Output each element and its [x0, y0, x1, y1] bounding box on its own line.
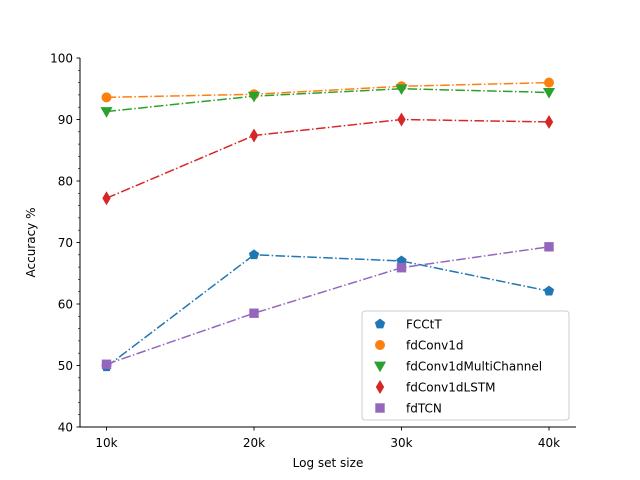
plot-area [100, 77, 556, 372]
y-tick-label: 50 [58, 359, 73, 373]
y-axis-label: Accuracy % [24, 207, 38, 277]
y-tick-label: 100 [50, 51, 73, 65]
legend-label: FCCtT [406, 317, 442, 331]
y-tick-label: 70 [58, 236, 73, 250]
legend-item: fdConv1d [375, 338, 464, 352]
data-point [249, 308, 259, 318]
data-point [544, 242, 554, 252]
legend-marker [375, 403, 385, 413]
legend-item: fdTCN [375, 401, 442, 415]
x-axis-label: Log set size [293, 456, 364, 470]
data-point [544, 114, 554, 129]
x-tick-label: 10k [95, 436, 117, 450]
legend-marker [375, 340, 385, 350]
series-line [106, 254, 550, 368]
series-line [106, 81, 550, 99]
legend-marker [373, 361, 387, 373]
series-line [106, 118, 550, 199]
legend-item: fdConv1dLSTM [375, 380, 496, 394]
legend-label: fdConv1d [406, 338, 464, 352]
data-point [397, 112, 406, 127]
legend-label: fdConv1dLSTM [406, 380, 496, 394]
axes: 40 50 60 70 80 90 100 10k 20k 30k 40k Log set siz… [24, 51, 576, 470]
series-fdconv1dlstm [102, 112, 554, 206]
legend-item: fdConv1dMultiChannel [373, 359, 542, 373]
series-line [106, 246, 550, 365]
legend-items: FCCtT fdConv1d fdConv1dMultiChannel fdConv1… [373, 317, 542, 415]
legend-item: FCCtT [374, 317, 442, 331]
data-point [102, 191, 111, 206]
data-point [395, 84, 408, 95]
y-tick-label: 80 [58, 174, 73, 188]
data-point [542, 88, 556, 99]
series-fdconv1d [101, 77, 554, 103]
x-tick-label: 30k [390, 436, 412, 450]
data-point [248, 249, 260, 260]
y-tick-label: 40 [58, 420, 73, 434]
legend: FCCtT fdConv1d fdConv1dMultiChannel fdConv1… [361, 310, 570, 421]
data-point [249, 128, 259, 143]
legend-label: fdConv1dMultiChannel [406, 359, 542, 373]
x-tick-label: 40k [538, 436, 560, 450]
data-point [101, 92, 112, 103]
series-fdtcn [101, 242, 554, 369]
legend-marker [374, 318, 386, 329]
data-point [100, 107, 113, 118]
y-tick-label: 60 [58, 297, 73, 311]
y-tick-label: 90 [58, 113, 73, 127]
y-ticks: 40 50 60 70 80 90 100 [50, 51, 80, 434]
data-point [396, 263, 407, 273]
data-point [101, 359, 112, 369]
legend-frame [361, 310, 570, 421]
data-point [544, 77, 554, 88]
data-point [247, 91, 261, 103]
legend-label: fdTCN [406, 401, 442, 415]
x-tick-label: 20k [243, 436, 265, 450]
series-line [106, 87, 550, 113]
series-fdconv1dmultichannel [100, 84, 556, 118]
x-ticks: 10k 20k 30k 40k [95, 427, 560, 450]
legend-marker [375, 380, 385, 394]
data-point [543, 285, 555, 296]
